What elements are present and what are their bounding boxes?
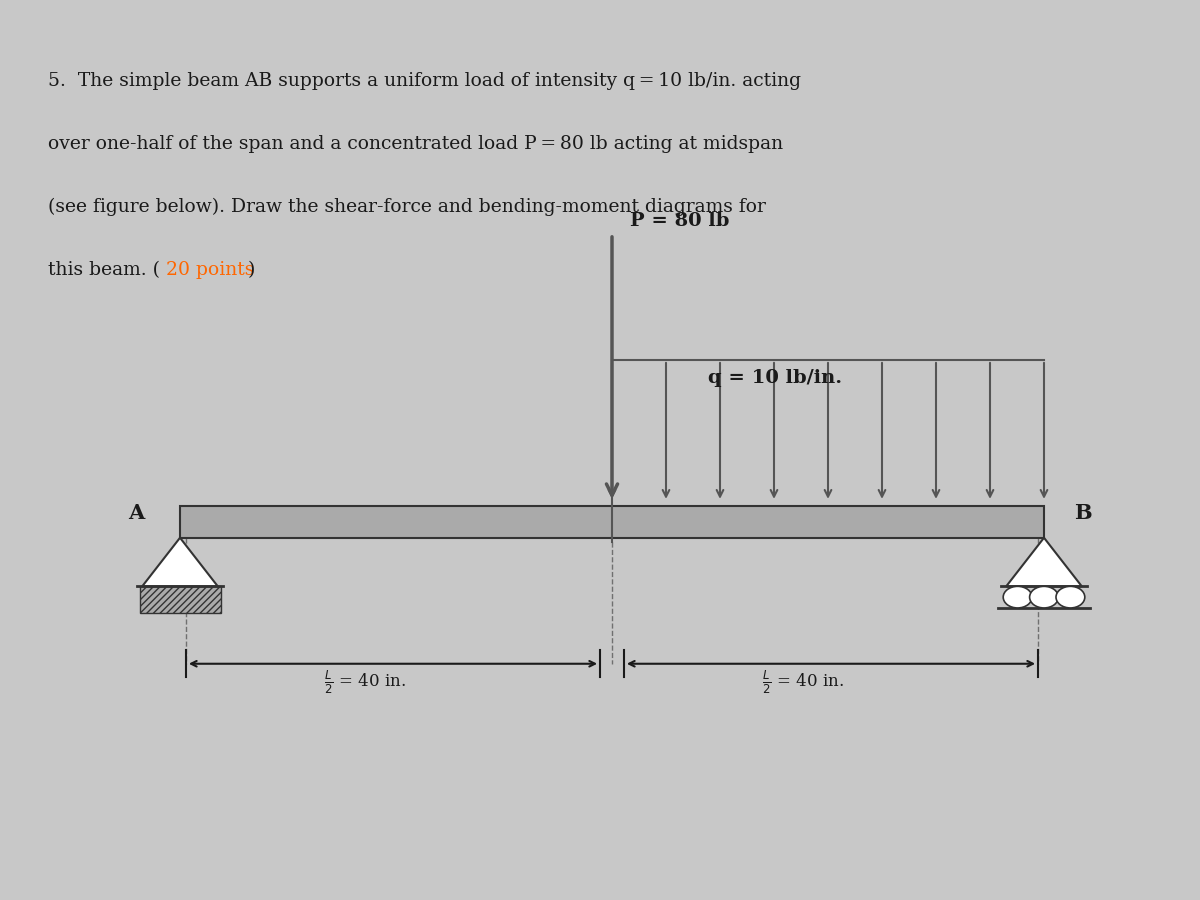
Text: B: B [1074, 503, 1092, 523]
Text: $\frac{L}{2}$ = 40 in.: $\frac{L}{2}$ = 40 in. [324, 668, 407, 696]
Circle shape [1003, 587, 1032, 608]
Bar [180, 506, 1044, 537]
Text: $\frac{L}{2}$ = 40 in.: $\frac{L}{2}$ = 40 in. [762, 668, 845, 696]
Text: 5.  The simple beam AB supports a uniform load of intensity q = 10 lb/in. acting: 5. The simple beam AB supports a uniform… [48, 72, 802, 90]
Text: P = 80 lb: P = 80 lb [630, 212, 730, 230]
Text: q = 10 lb/in.: q = 10 lb/in. [708, 369, 842, 387]
Circle shape [1056, 587, 1085, 608]
Text: 20 points: 20 points [166, 261, 254, 279]
Bar [139, 587, 221, 614]
Polygon shape [142, 537, 218, 587]
Text: ): ) [247, 261, 254, 279]
Circle shape [1030, 587, 1058, 608]
Text: A: A [127, 503, 144, 523]
Text: (see figure below). Draw the shear-force and bending-moment diagrams for: (see figure below). Draw the shear-force… [48, 198, 766, 216]
Polygon shape [1007, 537, 1082, 587]
Text: this beam. (: this beam. ( [48, 261, 160, 279]
Text: over one-half of the span and a concentrated load P = 80 lb acting at midspan: over one-half of the span and a concentr… [48, 135, 784, 153]
